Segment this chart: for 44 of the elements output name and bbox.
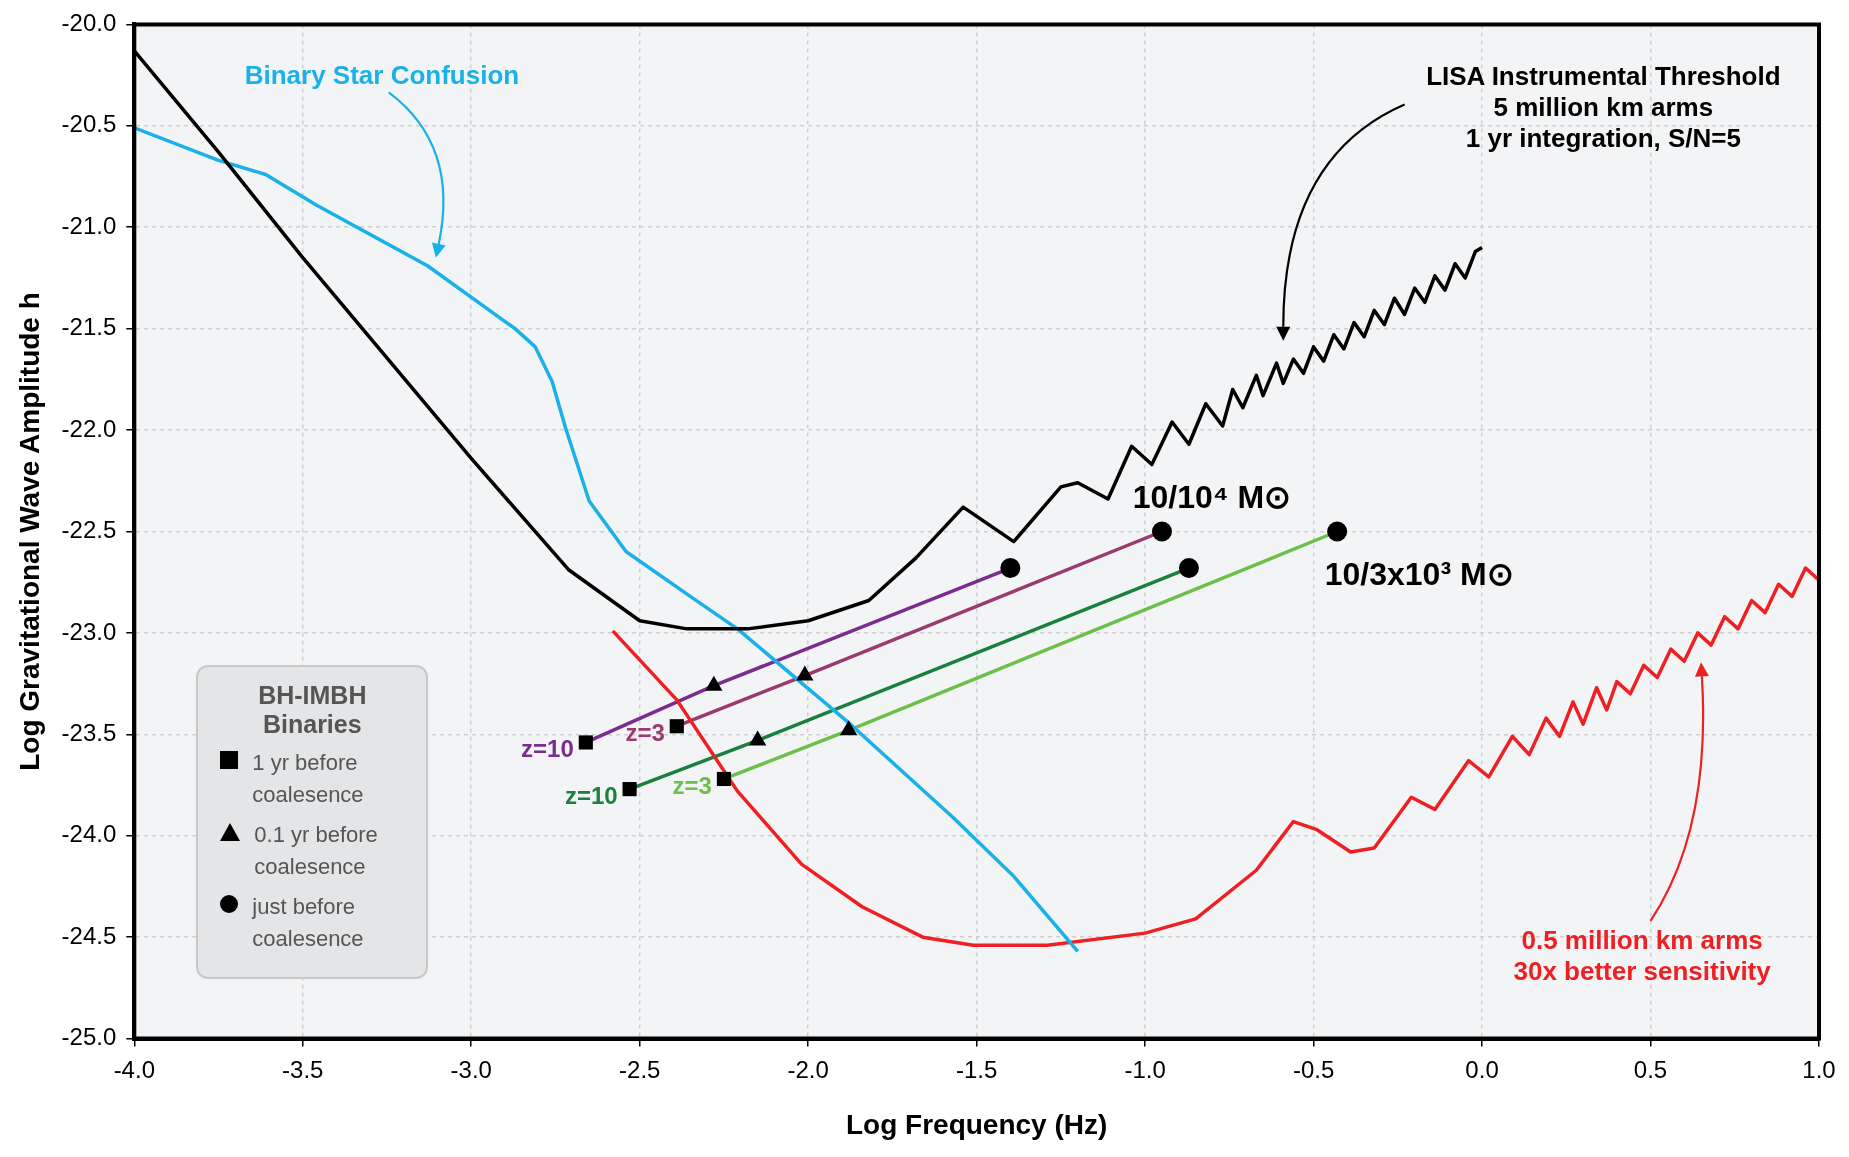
y-tick-label: -23.0 (61, 617, 117, 645)
x-tick-label: -1.5 (955, 1055, 998, 1083)
y-tick-label: -22.0 (61, 414, 117, 442)
x-tick-label: -4.0 (113, 1055, 155, 1083)
x-tick-label: -0.5 (1292, 1055, 1335, 1083)
series-label: z=3 (625, 718, 665, 746)
y-tick-label: -25.0 (61, 1023, 117, 1051)
x-tick-label: -2.5 (619, 1055, 661, 1083)
x-tick-label: -3.0 (450, 1055, 492, 1083)
y-axis-title: Log Gravitational Wave Amplitude h (13, 292, 45, 771)
annotation: 10/3x10³ M⊙ (1324, 556, 1514, 593)
annotation: 0.5 million km arms 30x better sensitivity (1513, 925, 1772, 987)
y-tick-label: -24.0 (61, 820, 117, 848)
x-axis-title: Log Frequency (Hz) (845, 1108, 1108, 1140)
point (1000, 558, 1021, 579)
y-tick-label: -23.5 (61, 718, 117, 746)
x-tick-label: 1.0 (1802, 1055, 1836, 1083)
x-tick-label: -3.5 (282, 1055, 324, 1083)
annotation: 10/10⁴ M⊙ (1132, 479, 1292, 516)
x-tick-label: -2.0 (787, 1055, 829, 1083)
annotation: Binary Star Confusion (244, 60, 520, 91)
y-tick-label: -21.0 (61, 211, 117, 239)
series-label: z=3 (672, 771, 712, 799)
point (716, 771, 732, 787)
x-tick-label: -1.0 (1124, 1055, 1166, 1083)
annotation: LISA Instrumental Threshold 5 million km arms 1 yr integration, S/N=5 (1426, 60, 1781, 153)
x-tick-label: 0.5 (1633, 1055, 1668, 1083)
y-tick-label: -21.5 (61, 313, 117, 341)
legend-title: BH-IMBH Binaries (257, 680, 368, 739)
y-tick-label: -20.5 (61, 110, 117, 138)
series-label: z=10 (521, 735, 574, 763)
y-tick-label: -22.5 (61, 516, 117, 544)
point (1178, 558, 1199, 579)
y-tick-label: -24.5 (61, 921, 117, 949)
series-label: z=10 (564, 781, 618, 809)
point (578, 735, 593, 750)
legend-label: 1 yr before coalesence (252, 748, 365, 809)
point (1151, 521, 1172, 542)
point (669, 719, 684, 734)
point (622, 782, 637, 797)
point (1327, 521, 1348, 542)
y-tick-label: -20.0 (61, 9, 117, 37)
legend-label: just before coalesence (252, 892, 365, 953)
x-tick-label: 0.0 (1465, 1055, 1499, 1083)
